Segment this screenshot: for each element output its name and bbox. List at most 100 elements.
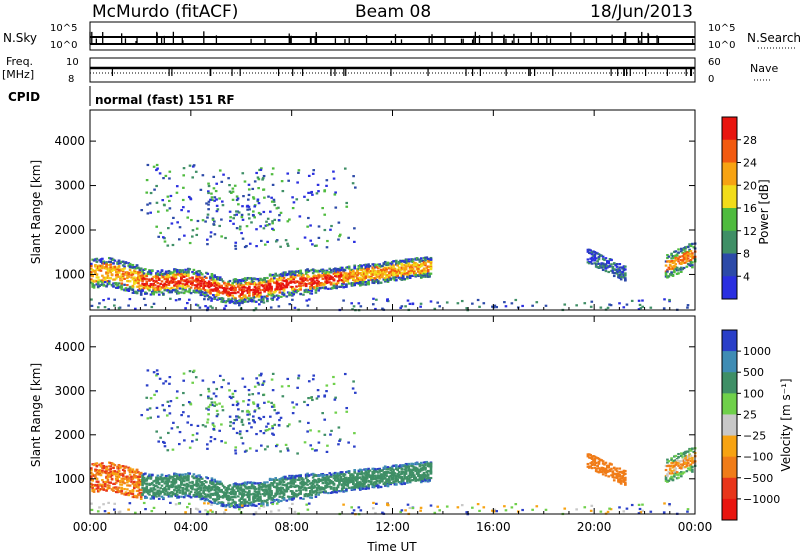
rti-cell <box>324 275 327 279</box>
rti-cell <box>649 306 653 309</box>
rti-cell <box>266 297 269 300</box>
rti-cell <box>589 260 592 264</box>
rti-cell <box>268 290 272 293</box>
rti-cell <box>345 284 348 287</box>
rti-cell <box>114 481 118 484</box>
rti-cell <box>149 487 153 490</box>
rti-cell <box>148 490 151 494</box>
rti-cell <box>596 260 599 263</box>
rti-cell <box>203 295 207 298</box>
rti-cell <box>674 267 678 270</box>
rti-cell <box>278 276 282 279</box>
rti-cell <box>224 301 228 304</box>
rti-cell <box>243 481 247 485</box>
rti-cell <box>180 481 183 485</box>
rti-cell <box>236 197 240 200</box>
rti-cell <box>210 297 214 300</box>
rti-cell <box>138 473 142 476</box>
rti-cell <box>182 279 186 282</box>
rti-cell <box>310 488 314 491</box>
rti-cell <box>230 502 233 505</box>
rti-cell <box>357 265 361 268</box>
rti-cell <box>357 484 361 487</box>
rti-cell <box>259 281 262 285</box>
rti-cell <box>292 277 296 280</box>
rti-cell <box>196 270 200 273</box>
rti-cell <box>248 481 251 484</box>
rti-cell <box>217 488 221 492</box>
rti-cell <box>304 278 308 281</box>
rti-cell <box>215 198 218 201</box>
rti-cell <box>196 478 200 481</box>
rti-cell <box>304 477 308 480</box>
rti-cell <box>148 270 151 273</box>
rti-cell <box>288 495 291 499</box>
rti-cell <box>271 278 275 281</box>
rti-cell <box>120 492 124 495</box>
rti-cell <box>144 268 147 271</box>
rti-cell <box>205 481 208 484</box>
rti-cell <box>152 165 156 168</box>
rti-cell <box>187 494 190 497</box>
rti-cell <box>235 483 239 486</box>
rti-cell <box>268 490 272 493</box>
rti-cell <box>156 210 160 213</box>
rti-cell <box>399 259 402 262</box>
rti-cell <box>146 288 150 291</box>
rti-cell <box>212 175 216 179</box>
rti-cell <box>288 485 291 489</box>
rti-cell <box>277 294 280 298</box>
rti-cell <box>594 263 598 266</box>
rti-cell <box>309 278 312 281</box>
rti-cell <box>120 483 124 486</box>
rti-cell <box>166 195 170 198</box>
rti-cell <box>317 478 320 481</box>
nsky-tick-bottom: 10^0 <box>50 40 77 51</box>
rti-cell <box>317 282 320 285</box>
rti-cell <box>596 262 599 266</box>
rti-cell <box>277 500 280 503</box>
rti-cell <box>313 481 316 484</box>
rti-cell <box>356 269 359 272</box>
rti-cell <box>206 283 210 286</box>
rti-cell <box>278 291 282 294</box>
rti-cell <box>261 502 265 505</box>
rti-cell <box>156 481 160 484</box>
rti-cell <box>223 504 226 507</box>
rti-cell <box>101 262 104 265</box>
rti-cell <box>218 483 222 486</box>
rti-cell <box>155 481 158 484</box>
rti-cell <box>299 285 302 288</box>
rti-cell <box>242 288 246 292</box>
rti-cell <box>297 284 301 288</box>
rti-cell <box>170 281 174 284</box>
freq-panel: Freq. [MHz] 10 8 60 0 Nave <box>2 55 778 85</box>
rti-cell <box>284 478 287 481</box>
rti-cell <box>404 259 408 262</box>
rti-cell <box>231 501 235 504</box>
rti-cell <box>116 472 119 475</box>
rti-cell <box>340 488 344 491</box>
rti-cell <box>159 273 162 276</box>
rti-cell <box>340 483 344 486</box>
rti-cell <box>342 281 345 284</box>
rti-cell <box>313 286 316 289</box>
colorbar-tick-label: 12 <box>743 225 757 238</box>
rti-cell <box>664 264 668 267</box>
rti-cell <box>277 490 280 493</box>
rti-cell <box>288 294 291 297</box>
rti-cell <box>167 495 171 498</box>
rti-cell <box>686 252 690 256</box>
rti-cell <box>223 491 226 494</box>
rti-cell <box>225 287 229 290</box>
rti-cell <box>108 256 111 260</box>
rti-cell <box>216 485 219 489</box>
rti-cell <box>91 473 94 476</box>
rti-cell <box>112 262 115 265</box>
rti-cell <box>266 504 269 507</box>
rti-cell <box>324 478 327 481</box>
rti-cell <box>207 184 211 188</box>
rti-cell <box>606 266 609 269</box>
rti-cell <box>196 287 200 290</box>
rti-cell <box>686 251 690 254</box>
